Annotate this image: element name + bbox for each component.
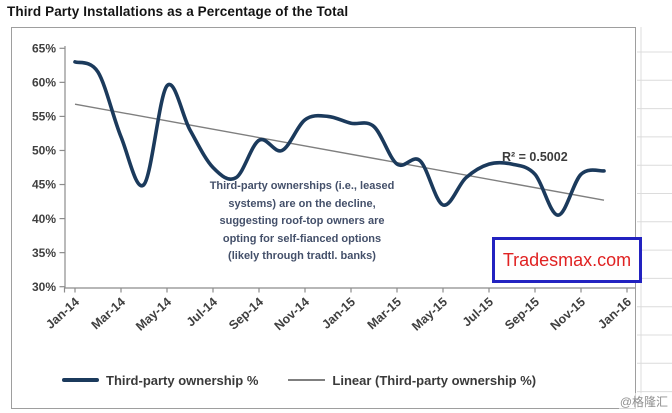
y-tick-label: 55%	[32, 110, 56, 124]
x-tick-label: Jul-15	[460, 295, 496, 330]
y-tick-label: 35%	[32, 246, 56, 260]
y-tick-label: 65%	[32, 42, 56, 56]
x-tick-label: May-15	[409, 295, 450, 334]
y-tick-label: 40%	[32, 212, 56, 226]
tradesmax-watermark-text: Tradesmax.com	[502, 249, 632, 270]
x-tick-label: Jan-14	[43, 295, 82, 332]
r-squared-label: R² = 0.5002	[502, 150, 568, 164]
chart-legend: Third-party ownership % Linear (Third-pa…	[62, 371, 536, 389]
legend-item-ownership: Third-party ownership %	[62, 373, 258, 388]
chart-annotation: Third-party ownerships (i.e., leased sys…	[209, 180, 395, 262]
y-tick-label: 45%	[32, 178, 56, 192]
x-tick-label: May-14	[133, 295, 174, 334]
tradesmax-watermark-box: Tradesmax.com	[492, 237, 642, 283]
legend-swatch-linear-line	[288, 379, 326, 381]
legend-item-linear: Linear (Third-party ownership %)	[288, 373, 536, 388]
x-tick-label: Sep-15	[502, 295, 542, 333]
x-tick-label: Jul-14	[184, 295, 220, 330]
x-tick-label: Nov-15	[548, 295, 588, 333]
chart-frame	[11, 27, 636, 409]
y-tick-label: 50%	[32, 144, 56, 158]
x-tick-label: Mar-15	[365, 295, 404, 332]
y-tick-label: 30%	[32, 280, 56, 294]
trendline	[74, 103, 605, 201]
legend-label-ownership: Third-party ownership %	[106, 372, 259, 388]
y-tick-label: 60%	[32, 76, 56, 90]
legend-swatch-ownership-line	[62, 378, 99, 382]
x-tick-label: Jan-15	[319, 295, 358, 332]
x-tick-label: Mar-14	[89, 295, 128, 332]
chart-title: Third Party Installations as a Percentag…	[7, 4, 349, 19]
gelonghui-watermark: @格隆汇	[618, 393, 669, 410]
x-tick-label: Jan-16	[595, 295, 634, 332]
legend-label-linear: Linear (Third-party ownership %)	[332, 372, 537, 388]
series-line-third-party-ownership	[73, 60, 606, 217]
x-tick-label: Nov-14	[272, 295, 312, 333]
x-tick-label: Sep-14	[226, 295, 266, 333]
